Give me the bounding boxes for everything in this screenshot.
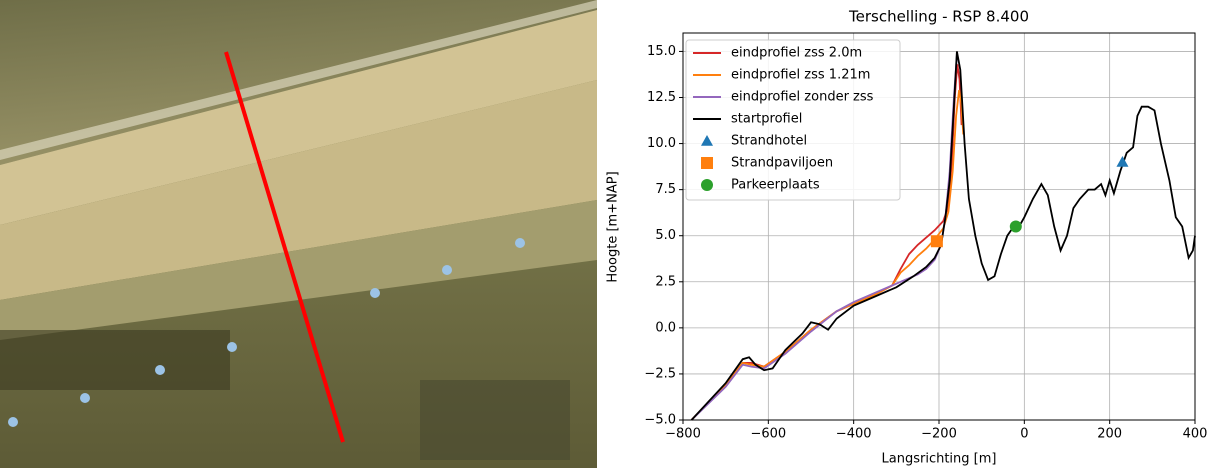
legend-label: eindprofiel zss 1.21m (731, 68, 870, 83)
x-tick-label: 0 (1020, 427, 1028, 442)
y-axis-label: Hoogte [m+NAP] (606, 171, 621, 282)
marker (1116, 156, 1129, 167)
x-tick-label: −400 (836, 427, 872, 442)
marker (701, 135, 713, 146)
marker (701, 157, 713, 169)
x-tick-label: −800 (665, 427, 701, 442)
y-tick-label: 15.0 (647, 44, 676, 59)
x-axis-label: Langsrichting [m] (882, 452, 997, 467)
aerial-photo (0, 0, 597, 468)
plot-frame (682, 32, 1196, 421)
legend-label: Strandhotel (731, 134, 807, 149)
legend-label: eindprofiel zss 2.0m (731, 46, 862, 61)
y-tick-label: 2.5 (655, 274, 676, 289)
y-tick-label: 7.5 (655, 182, 676, 197)
chart: Terschelling - RSP 8.400 Langsrichting [… (606, 8, 1208, 467)
marker (930, 235, 943, 248)
x-tick-label: −600 (750, 427, 786, 442)
series-line (690, 89, 965, 421)
marker (1009, 220, 1022, 233)
y-tick-label: 5.0 (655, 228, 676, 243)
legend-label: startprofiel (731, 112, 802, 127)
marker (701, 179, 713, 191)
y-tick-label: 0.0 (655, 320, 676, 335)
series-line (690, 51, 1196, 421)
y-tick-label: 12.5 (647, 90, 676, 105)
chart-title: Terschelling - RSP 8.400 (848, 8, 1029, 26)
legend-label: Strandpaviljoen (731, 156, 833, 171)
y-tick-label: −2.5 (644, 366, 676, 381)
legend-box (685, 39, 901, 201)
x-tick-label: 400 (1183, 427, 1208, 442)
y-tick-label: 10.0 (647, 136, 676, 151)
y-tick-label: −5.0 (644, 413, 676, 428)
legend-label: Parkeerplaats (731, 178, 820, 193)
x-tick-label: −200 (921, 427, 957, 442)
x-tick-label: 200 (1097, 427, 1122, 442)
legend-label: eindprofiel zonder zss (731, 90, 874, 105)
